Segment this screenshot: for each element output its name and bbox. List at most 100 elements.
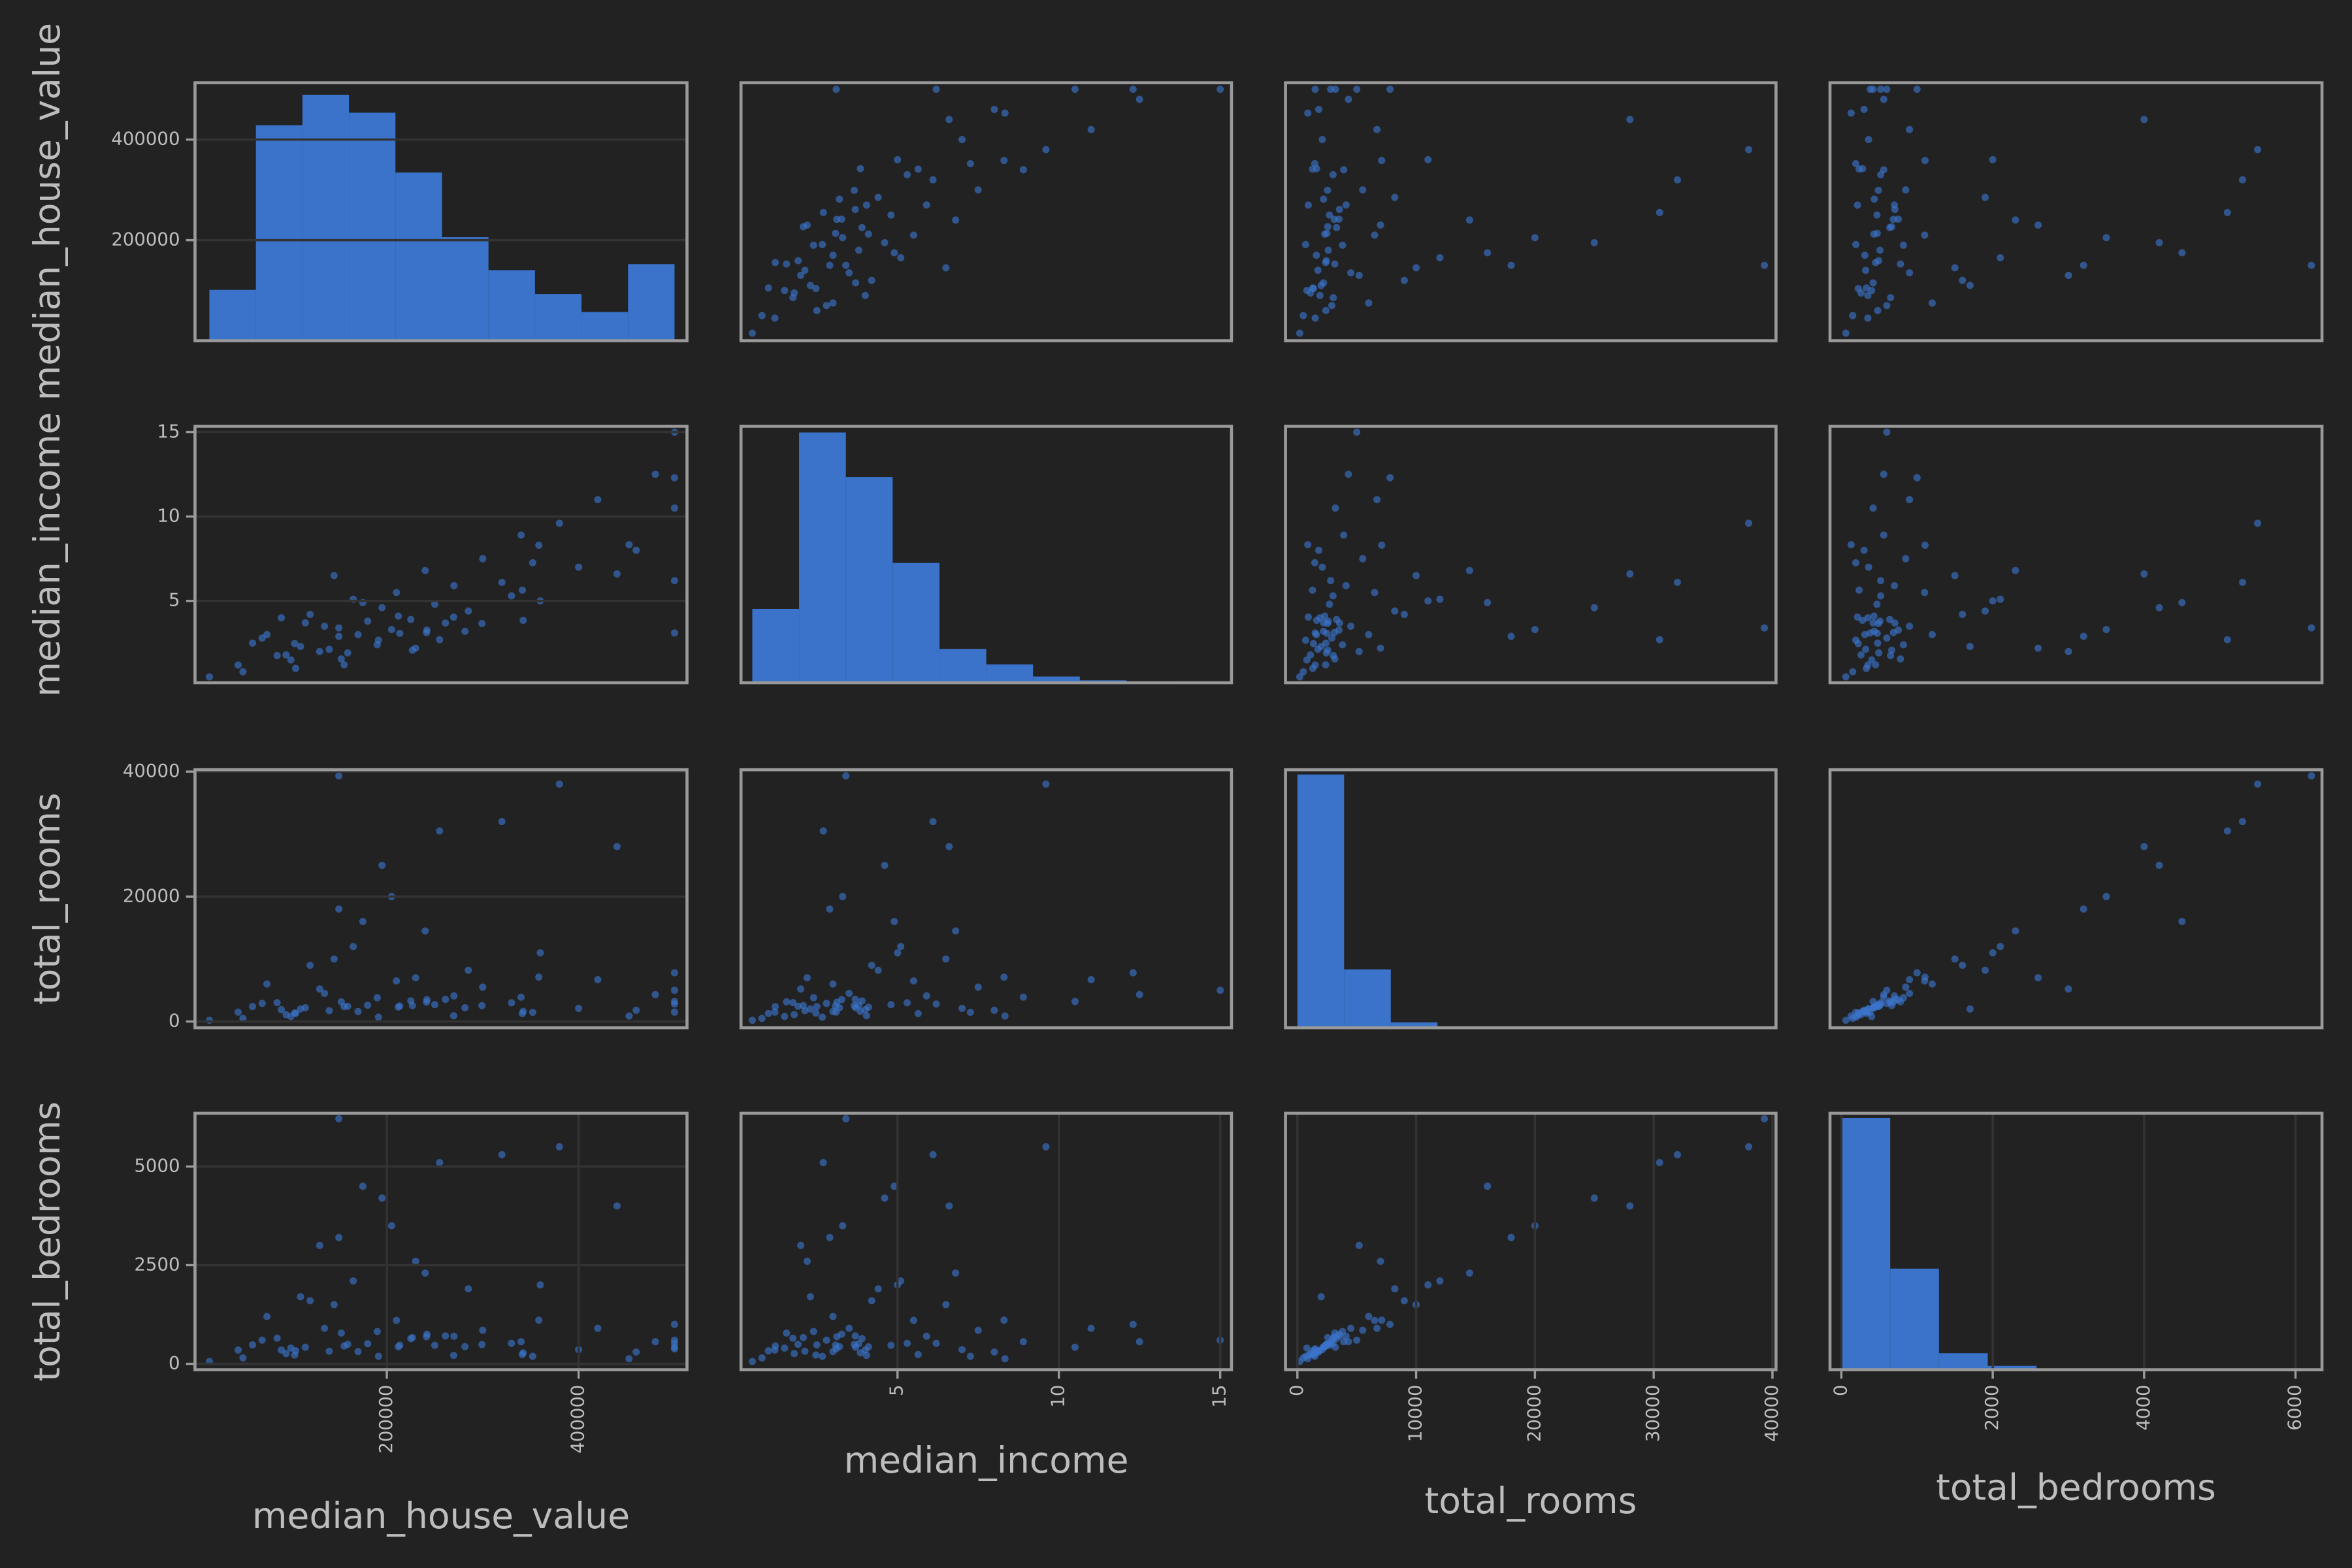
scatter-point bbox=[423, 1330, 431, 1338]
scatter-point bbox=[1335, 626, 1343, 634]
scatter-point bbox=[613, 1202, 621, 1210]
scatter-point bbox=[1378, 157, 1386, 165]
scatter-point bbox=[1413, 264, 1420, 272]
scatter-point bbox=[278, 1005, 286, 1013]
y-tick-label: 40000 bbox=[123, 760, 180, 781]
scatter-point bbox=[932, 86, 940, 93]
scatter-point bbox=[781, 1013, 789, 1021]
scatter-point bbox=[1656, 1158, 1663, 1166]
scatter-point bbox=[2308, 772, 2315, 780]
scatter-point bbox=[651, 470, 659, 478]
scatter-point bbox=[442, 619, 449, 627]
y-tick-label: 200000 bbox=[111, 229, 180, 250]
scatter-point bbox=[874, 193, 882, 201]
scatter-point bbox=[258, 1000, 266, 1007]
scatter-point bbox=[1868, 1013, 1876, 1021]
scatter-point bbox=[852, 1004, 860, 1011]
scatter-point bbox=[1318, 136, 1326, 144]
scatter-point bbox=[1000, 157, 1008, 165]
scatter-point bbox=[932, 1339, 940, 1347]
scatter-point bbox=[1217, 86, 1224, 93]
scatter-point bbox=[1324, 186, 1331, 194]
scatter-point bbox=[1424, 597, 1432, 605]
scatter-point bbox=[1342, 581, 1350, 590]
scatter-point bbox=[1928, 630, 1936, 638]
scatter-point bbox=[1327, 577, 1335, 585]
scatter-point bbox=[335, 624, 343, 632]
scatter-point bbox=[974, 186, 982, 194]
scatter-point bbox=[1087, 125, 1095, 133]
scatter-point bbox=[1299, 312, 1307, 319]
scatter-point bbox=[958, 1346, 966, 1354]
scatter-point bbox=[1870, 612, 1878, 620]
scatter-point bbox=[1386, 474, 1394, 482]
scatter-point bbox=[1329, 1339, 1337, 1347]
scatter-point bbox=[1042, 146, 1050, 154]
scatter-point bbox=[316, 985, 323, 993]
scatter-point bbox=[1371, 589, 1379, 596]
scatter-point bbox=[864, 1004, 872, 1011]
scatter-point bbox=[1309, 586, 1316, 594]
scatter-point bbox=[1135, 1338, 1143, 1346]
hist-bar bbox=[1987, 1365, 2037, 1370]
scatter-point bbox=[1921, 977, 1929, 985]
x-tick-label: 40000 bbox=[1761, 1385, 1782, 1443]
scatter-point bbox=[1129, 86, 1137, 93]
scatter-point bbox=[359, 1183, 367, 1190]
scatter-point bbox=[772, 259, 779, 267]
scatter-point bbox=[1864, 614, 1872, 622]
scatter-point bbox=[2080, 905, 2087, 913]
scatter-point bbox=[465, 607, 472, 615]
scatter-point bbox=[421, 566, 429, 574]
scatter-point bbox=[1322, 259, 1330, 267]
scatter-point bbox=[923, 992, 930, 1000]
scatter-point bbox=[335, 905, 343, 913]
scatter-point bbox=[393, 589, 400, 596]
scatter-point bbox=[1959, 610, 1967, 618]
scatter-point bbox=[1906, 975, 1914, 983]
scatter-point bbox=[838, 996, 845, 1004]
scatter-point bbox=[806, 1005, 814, 1013]
scatter-point bbox=[335, 1115, 343, 1122]
scatter-point bbox=[2238, 818, 2246, 826]
scatter-point bbox=[2223, 208, 2231, 216]
scatter-point bbox=[1928, 299, 1936, 307]
scatter-point bbox=[826, 1233, 834, 1241]
scatter-point bbox=[670, 1345, 678, 1353]
scatter-point bbox=[909, 1316, 917, 1324]
scatter-point bbox=[887, 1341, 895, 1349]
scatter-point bbox=[1311, 86, 1319, 93]
scatter-point bbox=[845, 1324, 853, 1332]
scatter-point bbox=[952, 216, 960, 224]
scatter-point bbox=[812, 285, 820, 293]
scatter-point bbox=[1902, 186, 1910, 194]
scatter-point bbox=[1982, 607, 1989, 615]
scatter-point bbox=[862, 1012, 870, 1020]
scatter-point bbox=[625, 1355, 633, 1363]
panel-frame bbox=[1828, 1111, 2324, 1371]
scatter-point bbox=[378, 861, 386, 869]
panel-frame bbox=[739, 768, 1233, 1030]
scatter-point bbox=[1870, 230, 1878, 238]
scatter-point bbox=[1424, 1281, 1432, 1289]
scatter-point bbox=[1590, 238, 1598, 246]
scatter-point bbox=[239, 1015, 247, 1022]
scatter-point bbox=[1862, 267, 1870, 274]
scatter-point bbox=[354, 630, 362, 638]
scatter-point bbox=[297, 642, 304, 651]
scatter-point bbox=[2254, 146, 2262, 154]
scatter-point bbox=[1761, 624, 1769, 632]
scatter-point bbox=[1895, 215, 1903, 223]
scatter-point bbox=[396, 629, 404, 637]
scatter-point bbox=[1317, 1293, 1325, 1301]
panel-frame bbox=[1284, 768, 1778, 1030]
scatter-point bbox=[1329, 171, 1337, 179]
scatter-point bbox=[575, 1004, 583, 1012]
scatter-point bbox=[2034, 221, 2042, 229]
scatter-point bbox=[1307, 651, 1315, 659]
scatter-point bbox=[263, 1313, 271, 1320]
hist-bar bbox=[1841, 1117, 1891, 1370]
scatter-point bbox=[1000, 1316, 1008, 1324]
scatter-point bbox=[789, 1334, 797, 1342]
y-tick-label: 5 bbox=[169, 590, 180, 611]
